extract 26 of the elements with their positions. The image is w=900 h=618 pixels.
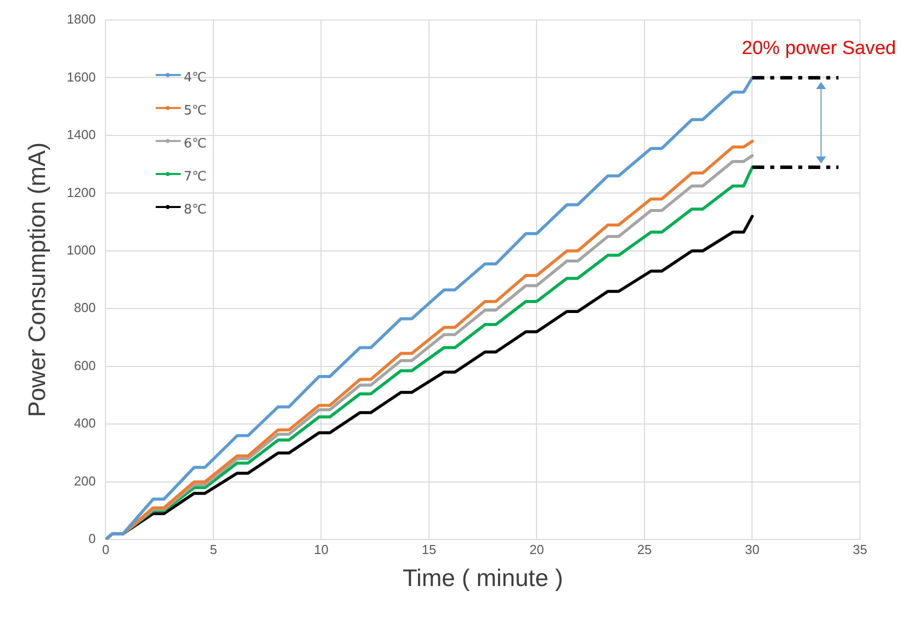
- y-tick-label: 1200: [66, 184, 96, 200]
- x-tick-label: 15: [422, 542, 436, 557]
- legend-label: 8℃: [184, 202, 207, 218]
- y-tick-label: 1400: [66, 127, 96, 142]
- legend-label: 5℃: [184, 103, 207, 118]
- x-axis-title: Time ( minute ): [402, 565, 564, 592]
- y-axis-title: Power Consumption (mA): [24, 142, 52, 418]
- x-tick-label: 5: [210, 542, 218, 557]
- x-tick-label: 30: [745, 542, 760, 557]
- y-tick-label: 1800: [66, 12, 96, 27]
- legend-label: 6℃: [184, 136, 207, 152]
- x-tick-label: 20: [530, 542, 544, 557]
- legend-label: 7℃: [184, 169, 207, 184]
- y-tick-label: 1000: [66, 242, 96, 258]
- x-tick-label: 10: [314, 542, 328, 557]
- y-tick-label: 1600: [66, 69, 96, 84]
- y-tick-label: 600: [74, 358, 96, 373]
- x-tick-label: 0: [102, 542, 110, 557]
- y-tick-label: 0: [88, 531, 96, 546]
- annotation: 20% power Saved: [742, 38, 896, 60]
- y-tick-label: 200: [74, 473, 96, 488]
- y-tick-label: 800: [74, 300, 96, 316]
- legend-label: 4℃: [184, 70, 207, 86]
- x-tick-label: 25: [637, 542, 652, 557]
- y-tick-label: 400: [74, 416, 96, 431]
- x-tick-label: 35: [852, 542, 868, 557]
